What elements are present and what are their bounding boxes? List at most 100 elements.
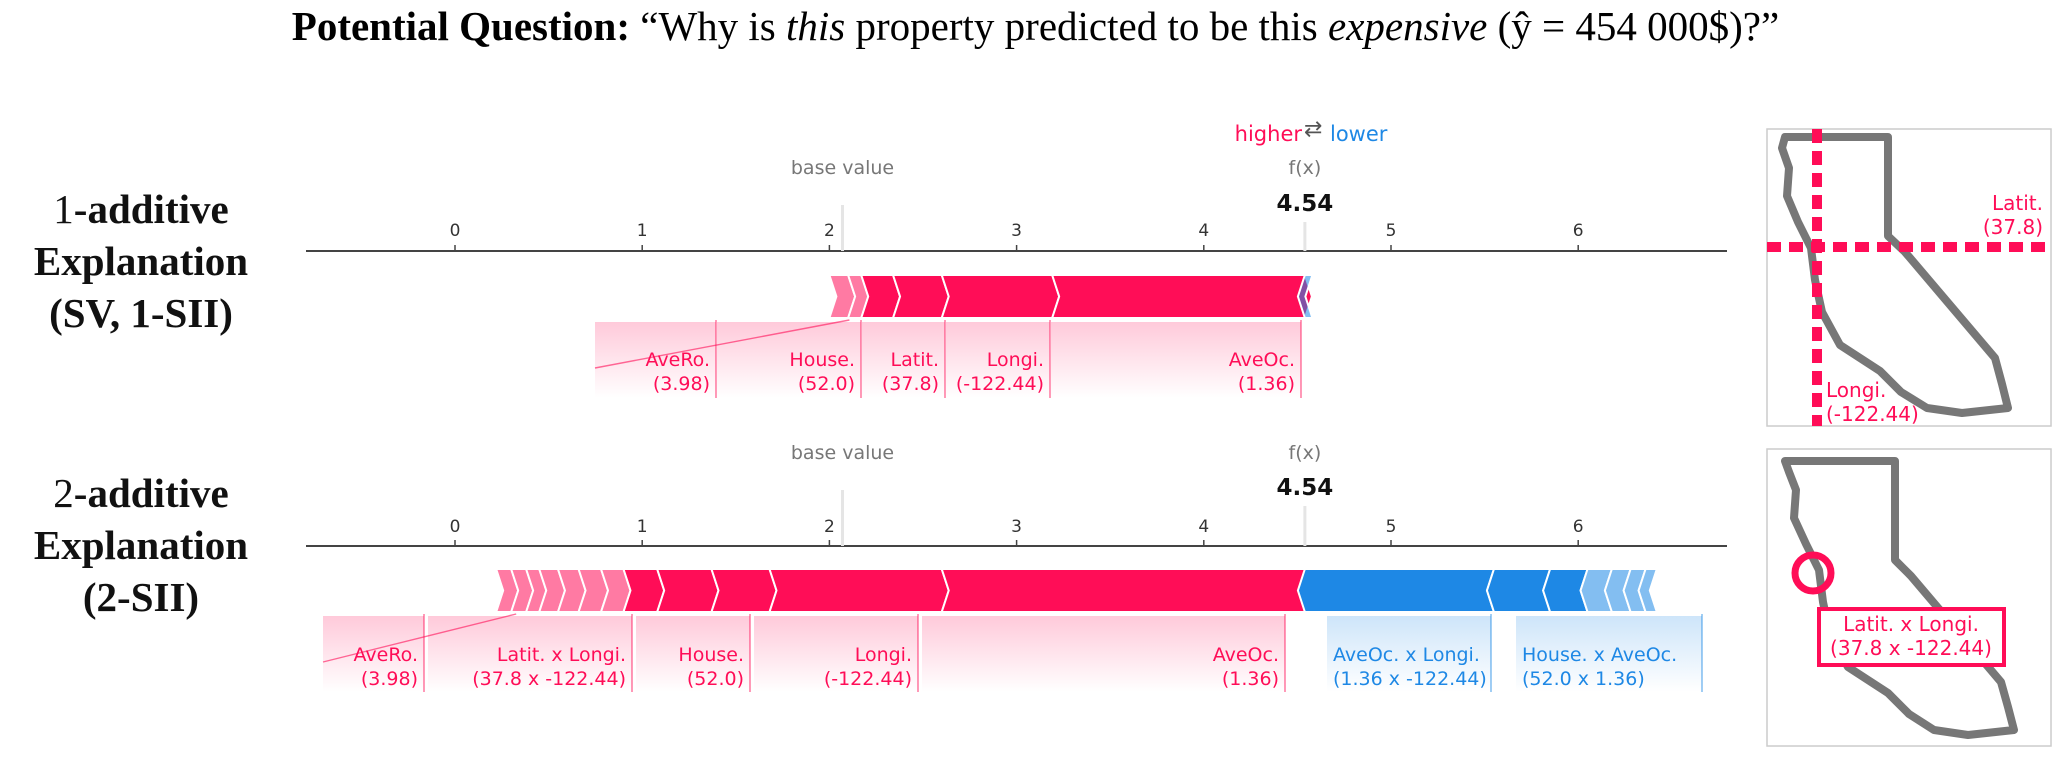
feature-value: (3.98) (653, 373, 710, 395)
feature-label: Longi. (987, 349, 1044, 371)
row2-lead: 2 (53, 470, 74, 516)
map1-lat-value: (37.8) (1983, 215, 2043, 239)
x-tick-label: 1 (637, 517, 648, 537)
feature-value: (52.0) (687, 668, 744, 690)
legend-higher: higher (1235, 122, 1303, 146)
label-connector-slanted (322, 613, 517, 663)
title-prefix: Potential Question: (291, 3, 631, 49)
label-shade (323, 616, 424, 692)
x-tick-label: 5 (1386, 221, 1397, 241)
page-title: Potential Question: “Why is this propert… (0, 2, 2071, 50)
positive-force-segment (655, 568, 720, 613)
row1-lead: 1 (53, 186, 74, 232)
feature-value: (-122.44) (956, 373, 1044, 395)
map1-lon-label: Longi. (1826, 378, 1886, 402)
fx-label: f(x) (1289, 157, 1322, 179)
label-connector-slanted (594, 319, 850, 369)
fx-value: 4.54 (1277, 191, 1334, 217)
force-plot-2-additive: 0 1 2 3 4 5 6 base value f(x) 4.54 AveRo.(3.98) Lat… (306, 442, 1727, 692)
row2-line3: (2-SII) (82, 574, 200, 620)
map1-frame (1766, 128, 2052, 427)
label-shade (1051, 322, 1301, 398)
location-circle (1791, 551, 1835, 595)
feature-label: AveOc. (1229, 349, 1295, 371)
x-tick-label: 4 (1198, 221, 1209, 241)
label-shade (717, 322, 861, 398)
base-value-label: base value (791, 442, 894, 464)
feature-value: (52.0 x 1.36) (1522, 668, 1645, 690)
negative-force-segment (1485, 568, 1552, 613)
force-plot-1-additive: 0 1 2 3 4 5 6 base value f(x) 4.54 AveRo.(3.98) Hou… (306, 157, 1727, 398)
legend-lower: lower (1330, 122, 1388, 146)
label-shade (636, 616, 750, 692)
feature-value: (1.36 x -122.44) (1333, 668, 1487, 690)
x-tick-label: 6 (1573, 221, 1584, 241)
title-em-expensive: expensive (1328, 3, 1488, 49)
row1-line3: (SV, 1-SII) (49, 290, 233, 336)
label-shade (922, 616, 1285, 692)
feature-label: Latit. (891, 349, 939, 371)
map2-label-box (1817, 607, 2006, 667)
map1-lat-label: Latit. (1992, 191, 2043, 215)
feature-label: House. (678, 644, 744, 666)
x-tick-label: 6 (1573, 517, 1584, 537)
positive-force-segment (710, 568, 778, 613)
fx-label: f(x) (1289, 442, 1322, 464)
california-outline-2 (1781, 457, 2018, 739)
negative-force-segment (1637, 568, 1659, 613)
positive-force-segment (622, 568, 666, 613)
california-map-1: Latit. (37.8) Longi. (-122.44) (1766, 128, 2052, 427)
label-shade (1327, 616, 1491, 692)
title-text-3: (ŷ = 454 000$)?” (1487, 3, 1780, 49)
base-value-label: base value (791, 157, 894, 179)
feature-label: AveOc. (1213, 644, 1279, 666)
row1-line1: -additive (73, 186, 229, 232)
row2-line1: -additive (73, 470, 229, 516)
feature-label: House. (789, 349, 855, 371)
label-shade (428, 616, 632, 692)
legend-arrows-icon: ⇄ (1304, 117, 1322, 142)
positive-force-segment (768, 568, 950, 613)
row-label-2-additive: 2-additive Explanation (2-SII) (0, 467, 282, 623)
x-tick-label: 1 (637, 221, 648, 241)
positive-force-segment (891, 274, 950, 319)
map1-lon-value: (-122.44) (1826, 402, 1919, 426)
x-tick-label: 3 (1011, 221, 1022, 241)
feature-value: (1.36) (1238, 373, 1295, 395)
x-tick-label: 0 (450, 517, 461, 537)
x-tick-label: 2 (824, 221, 835, 241)
row-label-1-additive: 1-additive Explanation (SV, 1-SII) (0, 183, 282, 339)
feature-label: House. x AveOc. (1522, 644, 1677, 666)
feature-label: Latit. x Longi. (497, 644, 626, 666)
california-map-2: Latit. x Longi. (37.8 x -122.44) (1766, 448, 2052, 747)
fx-value: 4.54 (1277, 475, 1334, 501)
x-tick-label: 4 (1198, 517, 1209, 537)
feature-label: AveRo. (354, 644, 419, 666)
positive-force-segment (940, 568, 1313, 613)
feature-label: AveOc. x Longi. (1333, 644, 1480, 666)
label-shade (595, 322, 716, 398)
map2-label: Latit. x Longi. (1843, 612, 1979, 636)
negative-force-segment (1296, 568, 1496, 613)
x-tick-label: 2 (824, 517, 835, 537)
label-shade (754, 616, 918, 692)
title-em-this: this (786, 3, 846, 49)
positive-force-segment (1050, 274, 1313, 319)
label-shade (1516, 616, 1702, 692)
feature-label: AveRo. (646, 349, 711, 371)
california-outline-1 (1778, 133, 2012, 417)
feature-value: (1.36) (1222, 668, 1279, 690)
row1-line2: Explanation (33, 238, 249, 284)
feature-value: (-122.44) (824, 668, 912, 690)
x-tick-label: 3 (1011, 517, 1022, 537)
x-tick-label: 5 (1386, 517, 1397, 537)
label-shade (862, 322, 945, 398)
feature-value: (3.98) (361, 668, 418, 690)
positive-force-segment (940, 274, 1061, 319)
negative-force-segment (1296, 274, 1314, 319)
map2-value: (37.8 x -122.44) (1830, 636, 1992, 660)
feature-value: (37.8) (882, 373, 939, 395)
row2-line2: Explanation (33, 522, 249, 568)
feature-value: (37.8 x -122.44) (472, 668, 626, 690)
